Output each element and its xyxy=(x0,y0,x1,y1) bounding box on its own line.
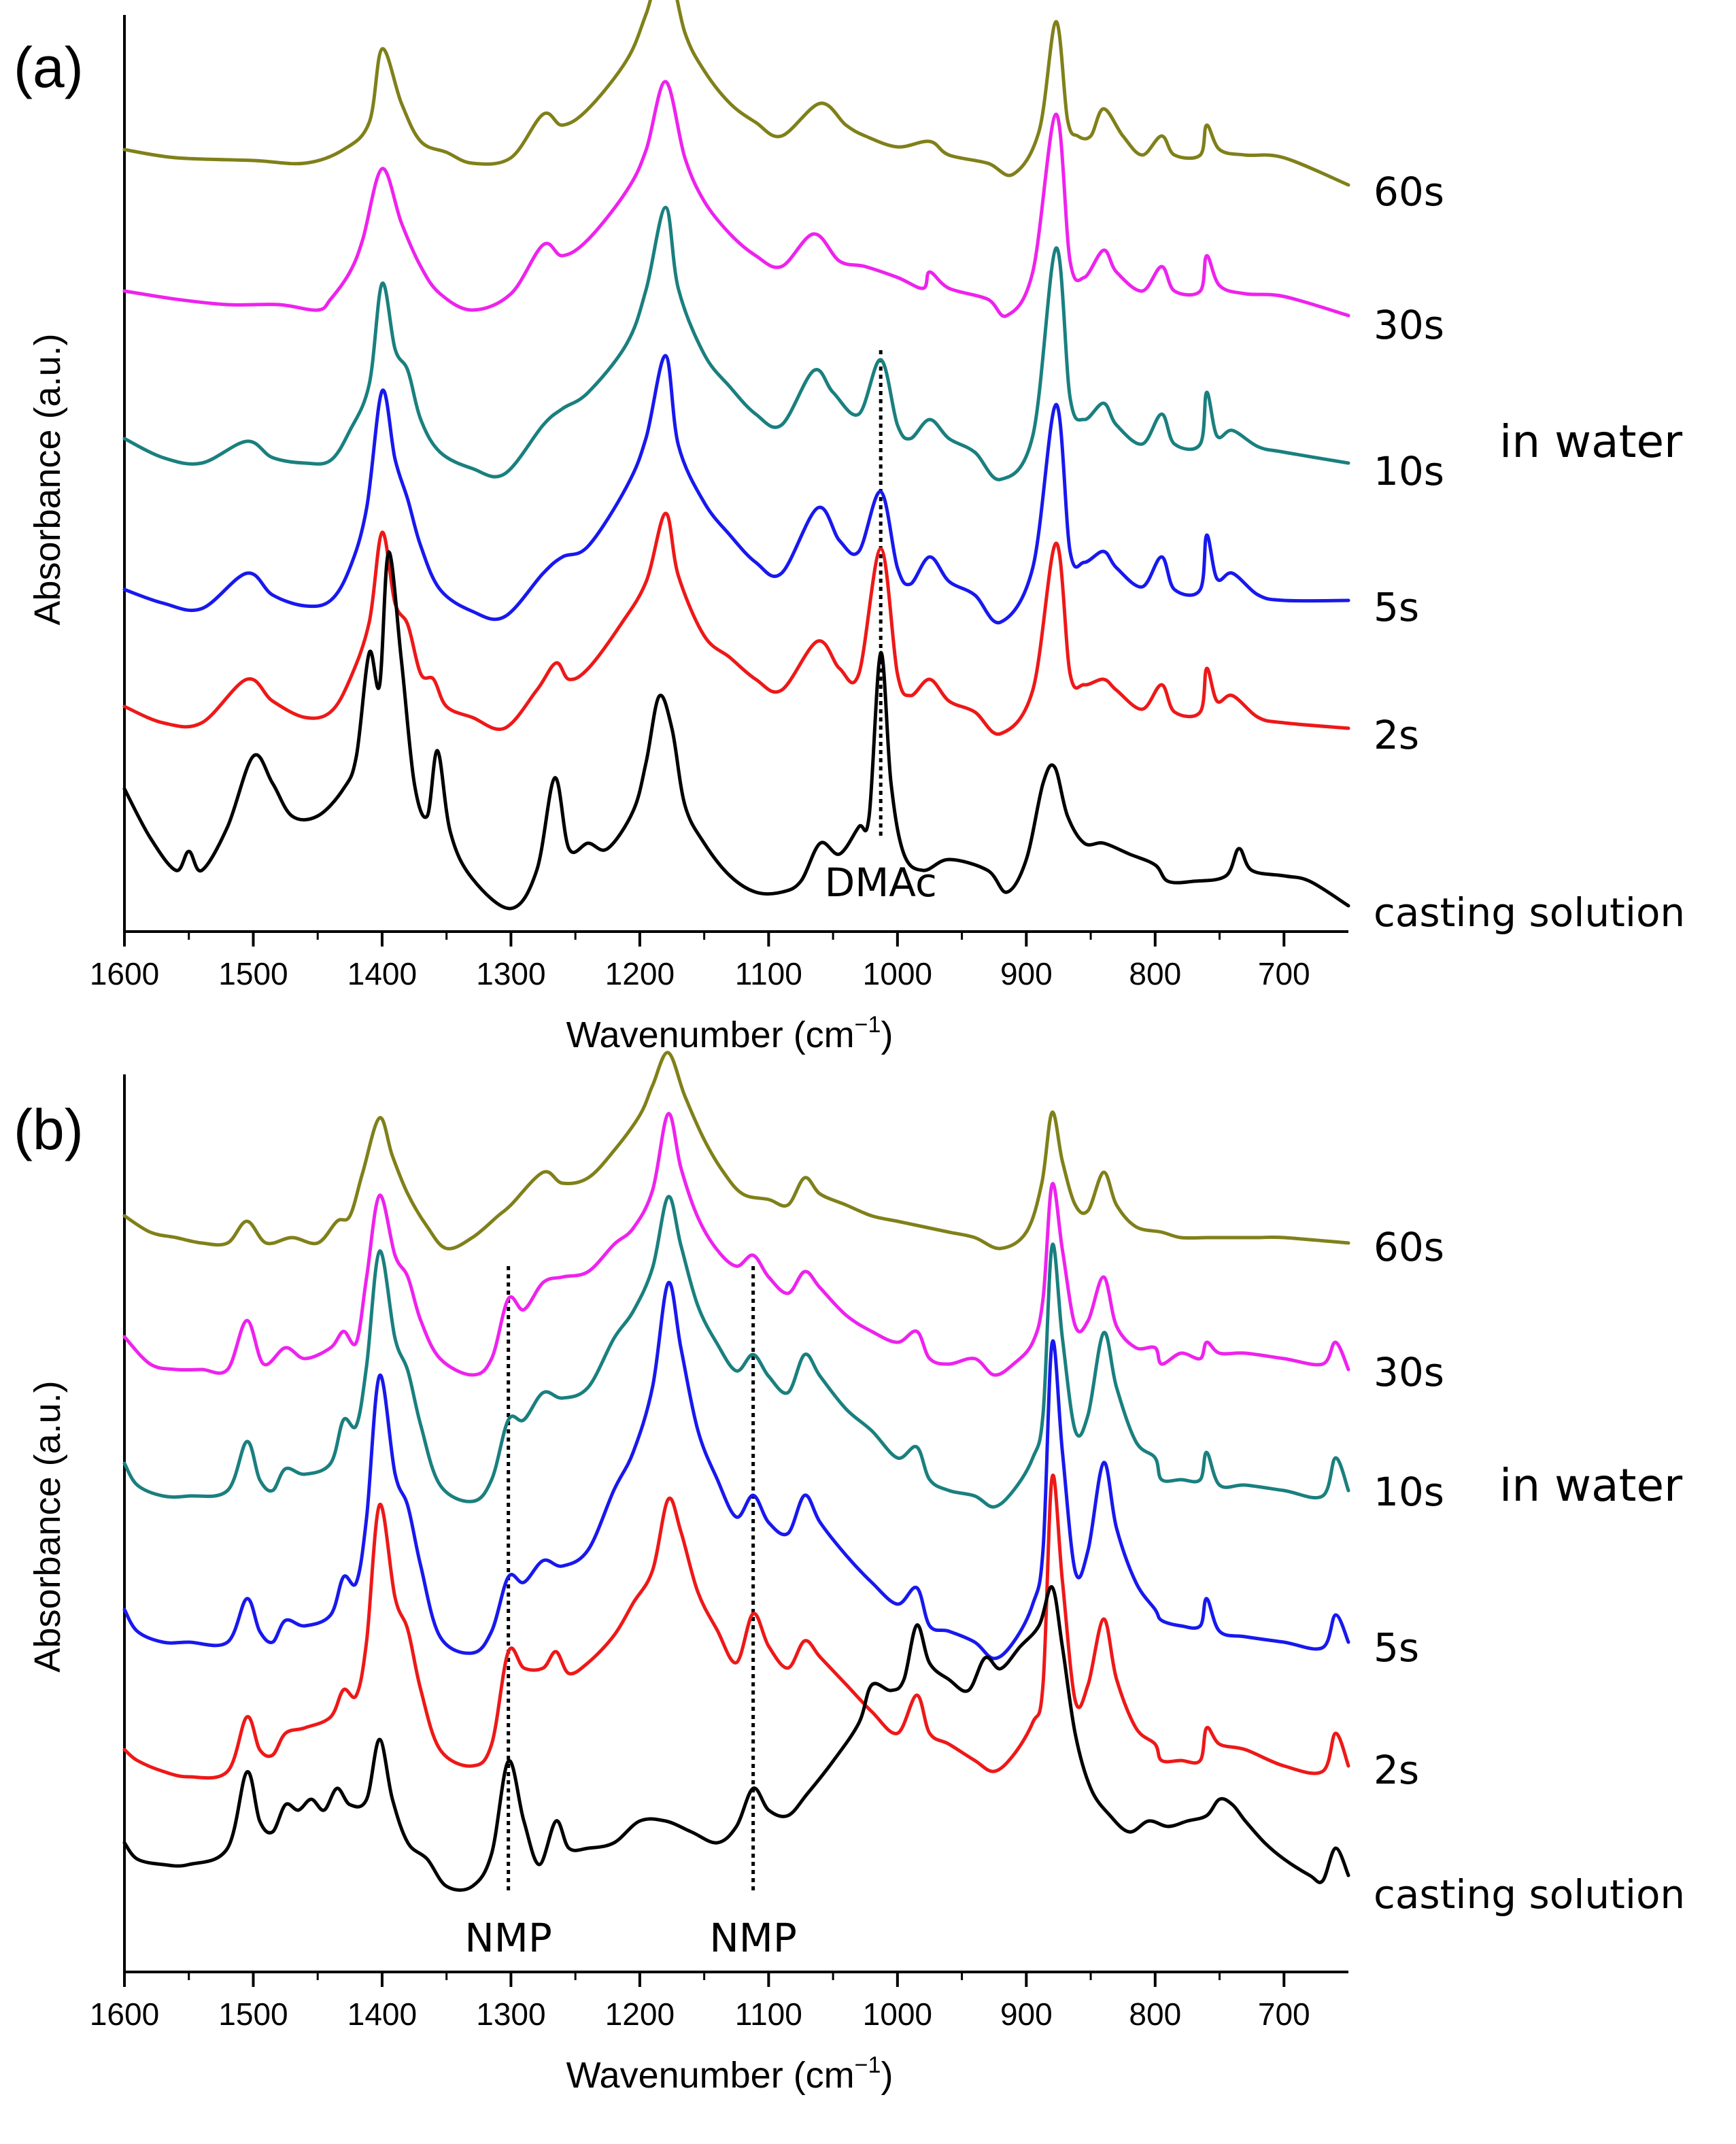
series-label: 60s xyxy=(1374,169,1444,215)
annotation-label: DMAc xyxy=(825,860,937,906)
series-line-30s xyxy=(122,80,1350,318)
series-line-2s xyxy=(122,1474,1350,1780)
series-line-casting-solution xyxy=(122,1585,1350,1892)
y-axis-title: Absorbance (a.u.) xyxy=(27,333,68,625)
series-line-5s xyxy=(122,354,1350,625)
series-label: 30s xyxy=(1374,1349,1444,1395)
x-tick-label: 1500 xyxy=(218,1996,288,2032)
series-line-60s xyxy=(122,1051,1350,1250)
x-tick-label: 900 xyxy=(1000,1996,1053,2032)
x-tick-label: 1500 xyxy=(218,956,288,991)
annotation-label: NMP xyxy=(709,1915,796,1961)
panel-label: (b) xyxy=(14,1097,84,1161)
series-line-30s xyxy=(122,1112,1350,1377)
series-label: casting solution xyxy=(1374,889,1685,936)
series-label: 10s xyxy=(1374,1469,1444,1515)
series-line-10s xyxy=(122,1195,1350,1509)
x-tick-label: 1300 xyxy=(476,1996,545,2032)
condition-label: in water xyxy=(1499,1459,1683,1512)
annotation-label: NMP xyxy=(464,1915,551,1961)
x-tick-label: 1000 xyxy=(863,1996,932,2032)
series-label: 5s xyxy=(1374,584,1419,630)
series-line-2s xyxy=(122,511,1350,736)
x-tick-label: 900 xyxy=(1000,956,1053,991)
x-tick-label: 800 xyxy=(1129,1996,1181,2032)
x-axis-title: Wavenumber (cm−1) xyxy=(566,1012,893,1055)
panel-a: 1600 1500 1400 1300 1200 1100 1000 900 800 700 Wav… xyxy=(14,0,1685,1055)
series-line-60s xyxy=(122,0,1350,187)
series-line-casting-solution xyxy=(122,550,1350,911)
x-tick-label: 1200 xyxy=(605,956,675,991)
x-tick-label: 700 xyxy=(1258,1996,1310,2032)
x-tick-label: 1100 xyxy=(735,1996,802,2032)
x-tick-label: 1000 xyxy=(863,956,932,991)
x-tick-label: 1400 xyxy=(347,1996,417,2032)
x-tick-label: 1100 xyxy=(735,956,802,991)
series-label: casting solution xyxy=(1374,1871,1685,1918)
panel-b: 1600 1500 1400 1300 1200 1100 1000 900 800 700 Wav… xyxy=(14,1051,1685,2096)
x-tick-label: 1300 xyxy=(476,956,545,991)
panel-label: (a) xyxy=(14,35,84,99)
series-label: 60s xyxy=(1374,1224,1444,1270)
x-tick-label: 1400 xyxy=(347,956,417,991)
series-line-10s xyxy=(122,205,1350,481)
series-label: 30s xyxy=(1374,302,1444,348)
series-label: 2s xyxy=(1374,712,1419,758)
x-tick-label: 800 xyxy=(1129,956,1181,991)
condition-label: in water xyxy=(1499,415,1683,468)
x-axis-title: Wavenumber (cm−1) xyxy=(566,2052,893,2096)
series-label: 10s xyxy=(1374,448,1444,494)
x-tick-label: 1600 xyxy=(90,1996,159,2032)
series-label: 5s xyxy=(1374,1624,1419,1671)
x-tick-label: 1600 xyxy=(90,956,159,991)
x-tick-label: 1200 xyxy=(605,1996,675,2032)
x-tick-label: 700 xyxy=(1258,956,1310,991)
series-label: 2s xyxy=(1374,1747,1419,1793)
series-line-5s xyxy=(122,1280,1350,1661)
y-axis-title: Absorbance (a.u.) xyxy=(27,1380,68,1672)
